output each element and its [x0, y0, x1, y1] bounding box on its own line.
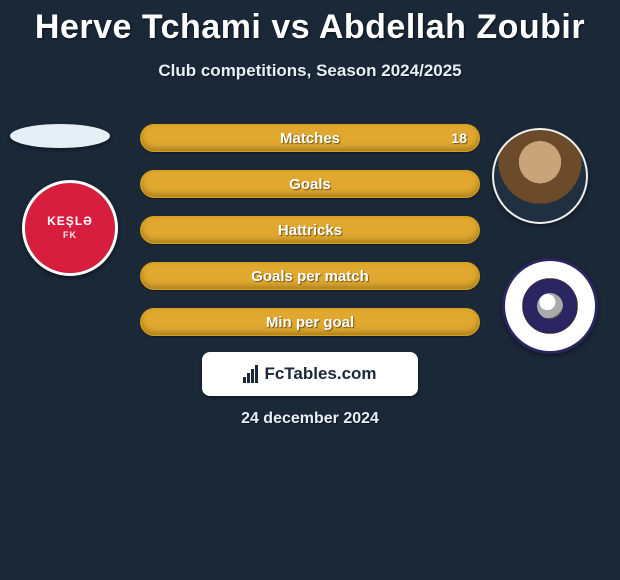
stat-label: Matches — [141, 125, 479, 151]
player1-club-sub: FK — [63, 231, 77, 241]
date-text: 24 december 2024 — [0, 410, 620, 428]
stat-label: Min per goal — [141, 309, 479, 335]
player1-club-code: KEŞLƏ — [47, 215, 93, 228]
player1-club-logo: KEŞLƏ FK — [22, 180, 118, 276]
stat-label: Goals — [141, 171, 479, 197]
stat-label: Goals per match — [141, 263, 479, 289]
player2-club-logo — [502, 258, 598, 354]
stats-column: Matches 18 Goals Hattricks Goals per mat… — [140, 124, 480, 354]
brand-chip[interactable]: FcTables.com — [202, 352, 418, 396]
page-title: Herve Tchami vs Abdellah Zoubir — [0, 0, 620, 47]
player1-avatar — [10, 124, 110, 148]
stat-row-goals-per-match: Goals per match — [140, 262, 480, 290]
stat-value-p2: 18 — [451, 125, 467, 151]
brand-label: FcTables.com — [264, 364, 376, 384]
stat-row-matches: Matches 18 — [140, 124, 480, 152]
stat-row-min-per-goal: Min per goal — [140, 308, 480, 336]
bars-icon — [243, 365, 258, 383]
page-subtitle: Club competitions, Season 2024/2025 — [0, 61, 620, 81]
stat-row-hattricks: Hattricks — [140, 216, 480, 244]
stat-label: Hattricks — [141, 217, 479, 243]
player2-avatar — [492, 128, 588, 224]
stat-row-goals: Goals — [140, 170, 480, 198]
